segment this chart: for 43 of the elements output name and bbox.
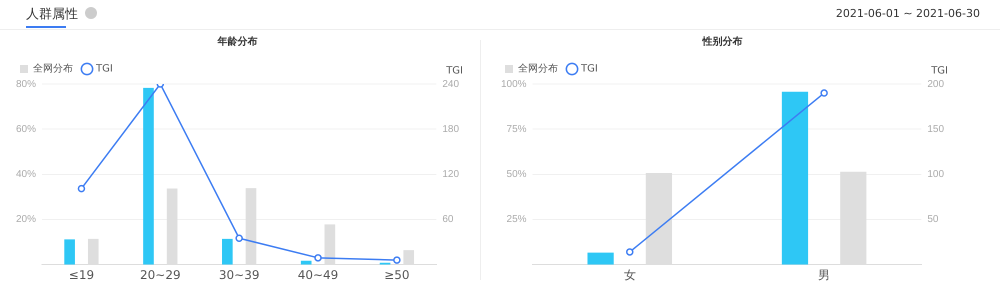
point <box>393 256 401 264</box>
point <box>314 254 322 262</box>
legend-label: TGI <box>580 64 598 75</box>
bar <box>782 92 808 265</box>
y-tick-label: 80% <box>16 78 36 90</box>
y-tick-label: 75% <box>506 124 527 135</box>
point <box>78 184 86 192</box>
y-tick-label: 40% <box>16 169 36 180</box>
bar <box>300 260 312 265</box>
y2-axis-title: TGI <box>930 66 948 77</box>
y2-tick-label: 50 <box>927 214 939 226</box>
legend-label: TGI <box>95 64 113 75</box>
y-tick-label: 50% <box>506 169 527 180</box>
y2-tick-label: 240 <box>442 78 460 90</box>
legend-label: 全网分布 <box>518 62 558 75</box>
y2-tick-label: 100 <box>927 169 944 180</box>
bar <box>222 238 233 265</box>
text: 人群属性 <box>26 6 78 23</box>
y-tick-label: 100% <box>501 78 527 90</box>
y2-tick-label: 150 <box>927 124 944 135</box>
x-tick-label: 女 <box>624 268 636 282</box>
legend-label: 全网分布 <box>33 62 73 75</box>
y2-tick-label: 60 <box>442 214 454 226</box>
x-tick-label: 40~49 <box>298 268 338 282</box>
y2-tick-label: 200 <box>927 78 944 90</box>
text: 2021-06-01 ~ 2021-06-30 <box>836 7 980 20</box>
y2-tick-label: 120 <box>442 169 460 180</box>
y2-axis-title: TGI <box>445 66 463 77</box>
chart-title: 年龄分布 <box>216 36 258 48</box>
y2-tick-label: 180 <box>442 124 460 135</box>
bar <box>587 252 614 265</box>
point <box>235 234 243 242</box>
x-tick-label: 20~29 <box>140 268 181 282</box>
chart-title: 性别分布 <box>702 36 742 48</box>
x-tick-label: ≤19 <box>68 268 94 282</box>
bar <box>64 239 75 265</box>
y-tick-label: 20% <box>16 214 36 226</box>
x-tick-label: 30~39 <box>218 268 260 282</box>
x-tick-label: 男 <box>818 268 830 282</box>
y-tick-label: 60% <box>16 124 36 135</box>
bar <box>143 88 154 265</box>
y-tick-label: 25% <box>506 214 527 226</box>
x-tick-label: ≥50 <box>384 268 410 282</box>
